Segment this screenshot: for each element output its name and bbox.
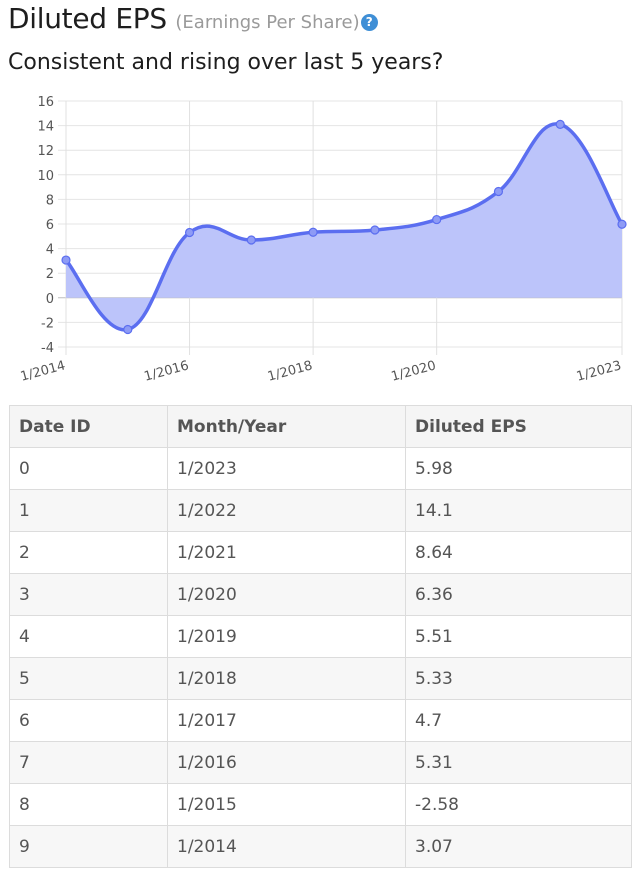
col-header-date-id[interactable]: Date ID bbox=[9, 405, 168, 448]
month-year-cell: 1/2016 bbox=[167, 741, 406, 784]
svg-text:1/2016: 1/2016 bbox=[143, 358, 191, 384]
month-year-cell: 1/2015 bbox=[167, 783, 406, 826]
question-heading: Consistent and rising over last 5 years? bbox=[8, 50, 444, 75]
date-id-cell: 8 bbox=[9, 783, 168, 826]
svg-text:6: 6 bbox=[46, 218, 54, 233]
svg-text:8: 8 bbox=[46, 193, 54, 208]
svg-text:-4: -4 bbox=[41, 341, 54, 356]
title-subtitle: (Earnings Per Share) bbox=[175, 12, 360, 33]
svg-text:12: 12 bbox=[37, 144, 54, 159]
month-year-cell: 1/2014 bbox=[167, 825, 406, 868]
table-row: 5 1/2018 5.33 bbox=[9, 657, 632, 700]
table-header-row: Date ID Month/Year Diluted EPS bbox=[9, 405, 632, 448]
svg-text:1/2014: 1/2014 bbox=[19, 358, 67, 384]
date-id-cell: 0 bbox=[9, 447, 168, 490]
col-header-month-year[interactable]: Month/Year bbox=[167, 405, 406, 448]
svg-text:1/2023: 1/2023 bbox=[575, 358, 623, 384]
date-id-cell: 2 bbox=[9, 531, 168, 574]
chart-points bbox=[61, 119, 627, 335]
svg-text:4: 4 bbox=[46, 243, 54, 258]
page-title: Diluted EPS (Earnings Per Share)? bbox=[8, 2, 378, 35]
eps-table: Date ID Month/Year Diluted EPS 0 1/2023 5.… bbox=[9, 405, 632, 868]
table-row: 4 1/2019 5.51 bbox=[9, 615, 632, 658]
table-row: 8 1/2015 -2.58 bbox=[9, 783, 632, 826]
eps-cell: -2.58 bbox=[405, 783, 632, 826]
svg-text:-2: -2 bbox=[41, 316, 54, 331]
date-id-cell: 5 bbox=[9, 657, 168, 700]
month-year-cell: 1/2021 bbox=[167, 531, 406, 574]
chart-line bbox=[64, 122, 624, 332]
table-row: 1 1/2022 14.1 bbox=[9, 489, 632, 532]
eps-cell: 14.1 bbox=[405, 489, 632, 532]
eps-cell: 5.31 bbox=[405, 741, 632, 784]
eps-cell: 5.98 bbox=[405, 447, 632, 490]
title-text: Diluted EPS bbox=[8, 2, 167, 35]
y-axis-ticks: 16 14 12 10 8 6 4 2 0 -2 -4 bbox=[37, 95, 54, 356]
month-year-cell: 1/2019 bbox=[167, 615, 406, 658]
eps-cell: 4.7 bbox=[405, 699, 632, 742]
table-row: 0 1/2023 5.98 bbox=[9, 447, 632, 490]
month-year-cell: 1/2017 bbox=[167, 699, 406, 742]
eps-cell: 3.07 bbox=[405, 825, 632, 868]
col-header-diluted-eps[interactable]: Diluted EPS bbox=[405, 405, 632, 448]
month-year-cell: 1/2020 bbox=[167, 573, 406, 616]
month-year-cell: 1/2018 bbox=[167, 657, 406, 700]
date-id-cell: 9 bbox=[9, 825, 168, 868]
eps-cell: 5.33 bbox=[405, 657, 632, 700]
svg-text:1/2020: 1/2020 bbox=[390, 358, 438, 384]
table-row: 9 1/2014 3.07 bbox=[9, 825, 632, 868]
chart-area-fill bbox=[66, 123, 622, 330]
eps-cell: 6.36 bbox=[405, 573, 632, 616]
month-year-cell: 1/2023 bbox=[167, 447, 406, 490]
table-row: 6 1/2017 4.7 bbox=[9, 699, 632, 742]
svg-text:10: 10 bbox=[37, 169, 54, 184]
date-id-cell: 7 bbox=[9, 741, 168, 784]
x-axis-ticks: 1/2014 1/2016 1/2018 1/2020 1/2023 bbox=[19, 358, 623, 384]
svg-text:0: 0 bbox=[46, 292, 54, 307]
date-id-cell: 1 bbox=[9, 489, 168, 532]
eps-cell: 8.64 bbox=[405, 531, 632, 574]
month-year-cell: 1/2022 bbox=[167, 489, 406, 532]
eps-cell: 5.51 bbox=[405, 615, 632, 658]
date-id-cell: 4 bbox=[9, 615, 168, 658]
svg-text:1/2018: 1/2018 bbox=[266, 358, 314, 384]
svg-text:16: 16 bbox=[37, 95, 54, 110]
help-icon[interactable]: ? bbox=[360, 14, 378, 31]
svg-text:14: 14 bbox=[37, 120, 54, 135]
date-id-cell: 6 bbox=[9, 699, 168, 742]
svg-text:2: 2 bbox=[46, 267, 54, 282]
table-row: 7 1/2016 5.31 bbox=[9, 741, 632, 784]
date-id-cell: 3 bbox=[9, 573, 168, 616]
table-row: 3 1/2020 6.36 bbox=[9, 573, 632, 616]
table-row: 2 1/2021 8.64 bbox=[9, 531, 632, 574]
